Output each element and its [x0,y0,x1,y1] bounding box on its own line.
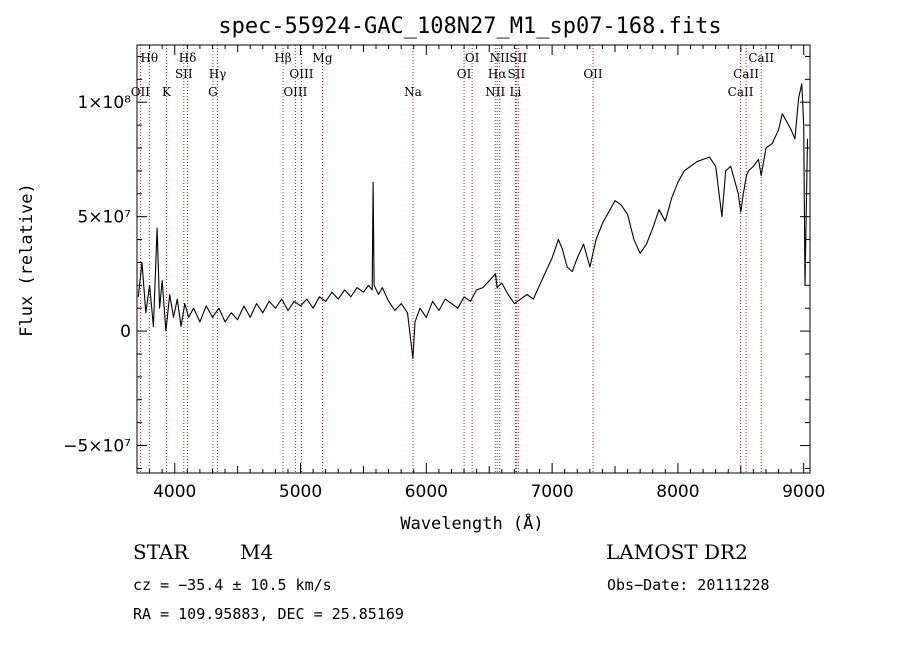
line-label-18: SII [508,67,526,81]
line-label-5: G [208,85,218,99]
y-tick-label-2: 5×10⁷ [77,208,131,228]
line-label-23: CaII [748,51,774,65]
line-label-22: CaII [733,67,759,81]
line-label-16: NII [490,51,510,65]
x-tick-label-0: 4000 [153,482,196,502]
y-tick-label-3: 1×10⁸ [77,93,131,113]
spectral-line-markers: OIIHθKSIIHδGHγHβOIIIOIIIMgNaOIOINIIHαNII… [131,45,774,473]
y-tick-label-1: 0 [120,322,131,342]
x-axis: 4000 5000 6000 7000 8000 9000 [136,45,825,502]
line-label-6: Hγ [209,67,227,81]
line-label-19: SII [509,51,527,65]
line-label-15: Hα [488,67,507,81]
line-label-17: Li [509,85,521,99]
line-label-12: OI [457,67,472,81]
x-tick-label-4: 8000 [656,482,699,502]
line-label-20: OII [583,67,603,81]
x-tick-label-3: 7000 [530,482,573,502]
series-layer [137,83,809,360]
line-label-8: OIII [283,85,307,99]
line-label-10: Mg [313,51,333,65]
line-label-21: CaII [728,85,754,99]
coordinates: RA = 109.95883, DEC = 25.85169 [133,605,404,623]
line-label-11: Na [404,85,422,99]
line-label-1: Hθ [140,51,158,65]
line-label-7: Hβ [274,51,291,65]
plot-frame [136,44,811,474]
x-tick-label-1: 5000 [279,482,322,502]
line-label-14: NII [485,85,505,99]
redshift-info: cz = −35.4 ± 10.5 km/s [133,576,332,594]
line-label-0: OII [131,85,151,99]
y-axis: −5×10⁷ 0 5×10⁷ 1×10⁸ [63,55,810,469]
y-axis-label: Flux (relative) [17,183,37,337]
line-label-3: SII [175,67,193,81]
y-tick-label-0: −5×10⁷ [63,437,131,457]
x-tick-label-2: 6000 [405,482,448,502]
survey-name: LAMOST DR2 [606,540,748,564]
chart-title: spec-55924-GAC_108N27_M1_sp07-168.fits [218,14,721,39]
object-class: STAR [133,540,189,564]
object-subclass: M4 [240,540,273,564]
x-tick-label-5: 9000 [782,482,825,502]
line-label-4: Hδ [179,51,197,65]
line-label-13: OI [465,51,480,65]
line-label-9: OIII [289,67,313,81]
obs-date: Obs−Date: 20111228 [607,576,770,594]
spectrum-line-0 [137,83,809,360]
line-label-2: K [162,85,172,99]
x-axis-label: Wavelength (Å) [400,512,543,534]
